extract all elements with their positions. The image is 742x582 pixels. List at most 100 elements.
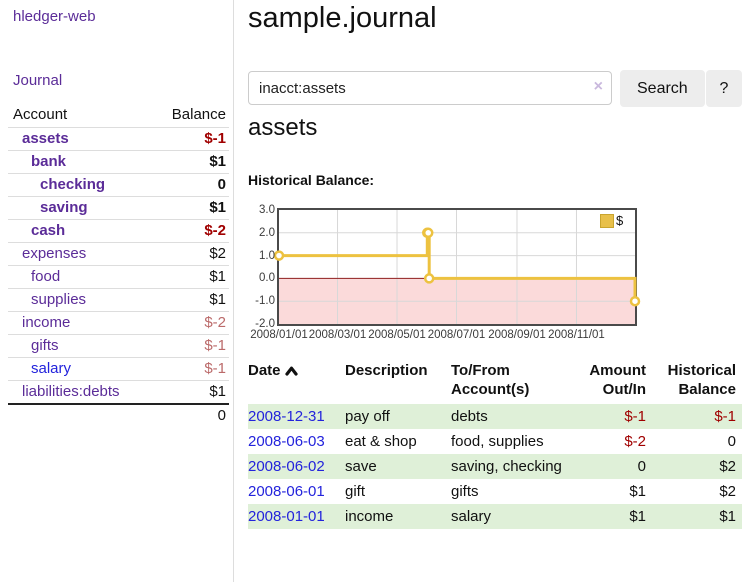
sort-ascending-icon	[284, 366, 298, 376]
data-point-marker	[423, 273, 435, 284]
page-title: sample.journal	[248, 2, 437, 34]
transaction-amount: $-2	[624, 433, 646, 450]
sidebar-account-row: expenses $2	[8, 242, 229, 265]
transaction-date-link[interactable]: 2008-06-03	[248, 433, 325, 450]
sidebar-account-row: cash $-2	[8, 219, 229, 242]
help-button[interactable]: ?	[706, 70, 742, 107]
y-axis-tick-label: -2.0	[255, 318, 275, 330]
sidebar-account-balance: 0	[217, 176, 226, 193]
sidebar-account-balance: $1	[209, 268, 226, 285]
x-axis-tick-label: 2008/03/01	[308, 329, 367, 341]
accounts-total-row: 0	[8, 403, 229, 427]
transaction-balance: $2	[719, 458, 736, 475]
sidebar-account-row: saving $1	[8, 196, 229, 219]
sidebar-account-link[interactable]: bank	[31, 153, 67, 170]
sidebar-account-link[interactable]: liabilities:debts	[22, 383, 120, 400]
legend-label: $	[616, 213, 624, 228]
data-point-marker	[629, 295, 641, 307]
sidebar-account-balance: $1	[209, 383, 226, 400]
transaction-amount: $-1	[624, 408, 646, 425]
sidebar-account-link[interactable]: assets	[22, 130, 69, 147]
chart-plot-area	[273, 208, 641, 326]
sidebar-item-journal[interactable]: Journal	[13, 72, 63, 89]
sidebar-account-link[interactable]: supplies	[31, 291, 87, 308]
register-body: 2008-12-31 pay off debts $-1 $-1 2008-06-03 ea…	[248, 404, 742, 529]
transaction-amount: $1	[629, 508, 646, 525]
sidebar-account-row: bank $1	[8, 150, 229, 173]
sidebar-account-link[interactable]: income	[22, 314, 71, 331]
register-table: Date Description To/From Account(s) Amou…	[248, 358, 742, 529]
search-button[interactable]: Search	[620, 70, 705, 107]
data-point-marker	[422, 227, 434, 239]
y-axis-tick-label: 2.0	[259, 226, 275, 239]
sidebar-account-link[interactable]: checking	[40, 176, 106, 193]
transaction-balance: $1	[719, 508, 736, 525]
sidebar-account-balance: $-1	[204, 130, 226, 147]
sidebar-account-balance: $1	[209, 153, 226, 170]
sidebar-account-balance: $1	[209, 291, 226, 308]
sidebar-account-link[interactable]: salary	[31, 360, 72, 377]
search-form: × Search ?	[248, 70, 742, 107]
historical-balance-chart: 3.0 2.0 1.0 0.0 -1.0 -2.0 2008/01/01 2008/03/0…	[248, 200, 742, 350]
register-row: 2008-12-31 pay off debts $-1 $-1	[248, 404, 742, 429]
transaction-date-link[interactable]: 2008-01-01	[248, 508, 325, 525]
sidebar-account-balance: $-2	[204, 314, 226, 331]
sidebar-account-balance: $1	[209, 199, 226, 216]
transaction-amount: 0	[637, 458, 646, 475]
accounts-column-header: To/From Account(s)	[451, 362, 530, 398]
register-row: 2008-01-01 income salary $1 $1	[248, 504, 742, 529]
x-axis-tick-label: 2008/05/01	[368, 329, 426, 341]
date-column-header[interactable]: Date	[248, 358, 345, 404]
sidebar-accounts-body: assets $-1 bank $1 checking 0 saving $1 cash $-2 e…	[8, 127, 229, 403]
sidebar-account-row: checking 0	[8, 173, 229, 196]
sidebar-account-row: gifts $-1	[8, 334, 229, 357]
sidebar-account-link[interactable]: cash	[31, 222, 66, 239]
search-input[interactable]	[248, 71, 612, 105]
transaction-description: income	[345, 508, 394, 525]
app-title-link[interactable]: hledger-web	[13, 8, 96, 25]
register-header-row: Date Description To/From Account(s) Amou…	[248, 358, 742, 404]
sidebar-account-row: salary $-1	[8, 357, 229, 380]
transaction-description: save	[345, 458, 377, 475]
sidebar-account-balance: $-1	[204, 360, 226, 377]
transaction-date-link[interactable]: 2008-06-01	[248, 483, 325, 500]
description-column-header: Description	[345, 362, 428, 379]
balance-column-header-register: Historical Balance	[667, 362, 736, 398]
sidebar-account-balance: $-1	[204, 337, 226, 354]
amount-column-header: Amount Out/In	[589, 362, 646, 398]
register-row: 2008-06-02 save saving, checking 0 $2	[248, 454, 742, 479]
y-axis-tick-label: -1.0	[255, 295, 275, 308]
balance-column-header: Balance	[171, 106, 226, 123]
transaction-date-cell: 2008-06-03	[248, 429, 345, 454]
register-row: 2008-06-01 gift gifts $1 $2	[248, 479, 742, 504]
x-axis-tick-label: 2008/07/01	[427, 329, 486, 341]
transaction-date-link[interactable]: 2008-06-02	[248, 458, 325, 475]
transaction-accounts: saving, checking	[451, 458, 562, 475]
sidebar-account-row: income $-2	[8, 311, 229, 334]
transaction-accounts: debts	[451, 408, 488, 425]
sidebar-account-balance: $2	[209, 245, 226, 262]
transaction-description: pay off	[345, 408, 390, 425]
sidebar-account-row: assets $-1	[8, 127, 229, 150]
sidebar-account-row: supplies $1	[8, 288, 229, 311]
accounts-table-header: Account Balance	[8, 103, 229, 127]
transaction-balance: $-1	[714, 408, 736, 425]
transaction-accounts: gifts	[451, 483, 479, 500]
y-axis-tick-label: 1.0	[259, 249, 275, 262]
legend-swatch-icon	[600, 213, 614, 228]
clear-search-icon[interactable]: ×	[593, 78, 603, 95]
transaction-balance: 0	[727, 433, 736, 450]
transaction-description: gift	[345, 483, 366, 500]
transaction-date-cell: 2008-06-02	[248, 454, 345, 479]
sidebar-account-link[interactable]: expenses	[22, 245, 87, 262]
account-heading: assets	[248, 114, 318, 141]
sidebar-account-balance: $-2	[204, 222, 226, 239]
transaction-date-cell: 2008-12-31	[248, 404, 345, 429]
y-axis-tick-label: 0.0	[259, 272, 275, 285]
y-axis-tick-label: 3.0	[259, 204, 275, 216]
sidebar-account-row: liabilities:debts $1	[8, 380, 229, 403]
sidebar-account-link[interactable]: saving	[40, 199, 88, 216]
transaction-date-link[interactable]: 2008-12-31	[248, 408, 325, 425]
sidebar-account-link[interactable]: food	[31, 268, 61, 285]
sidebar-account-link[interactable]: gifts	[31, 337, 59, 354]
